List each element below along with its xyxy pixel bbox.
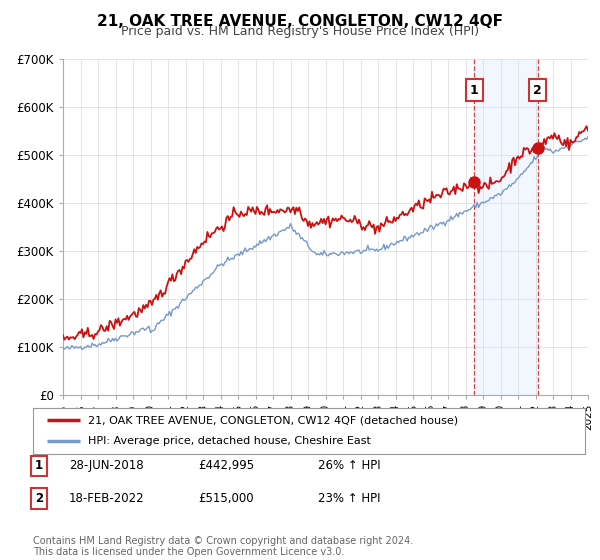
Text: 23% ↑ HPI: 23% ↑ HPI	[318, 492, 380, 505]
Text: 1: 1	[35, 459, 43, 473]
Text: 21, OAK TREE AVENUE, CONGLETON, CW12 4QF (detached house): 21, OAK TREE AVENUE, CONGLETON, CW12 4QF…	[88, 415, 458, 425]
Text: 1: 1	[470, 83, 479, 96]
Text: £442,995: £442,995	[198, 459, 254, 473]
Text: 18-FEB-2022: 18-FEB-2022	[69, 492, 145, 505]
Text: 28-JUN-2018: 28-JUN-2018	[69, 459, 143, 473]
Text: Contains HM Land Registry data © Crown copyright and database right 2024.
This d: Contains HM Land Registry data © Crown c…	[33, 535, 413, 557]
Text: 2: 2	[533, 83, 542, 96]
Bar	[474, 59, 538, 395]
Text: HPI: Average price, detached house, Cheshire East: HPI: Average price, detached house, Ches…	[88, 436, 371, 446]
Text: Price paid vs. HM Land Registry's House Price Index (HPI): Price paid vs. HM Land Registry's House …	[121, 25, 479, 38]
Text: 26% ↑ HPI: 26% ↑ HPI	[318, 459, 380, 473]
Text: 21, OAK TREE AVENUE, CONGLETON, CW12 4QF: 21, OAK TREE AVENUE, CONGLETON, CW12 4QF	[97, 14, 503, 29]
Text: £515,000: £515,000	[198, 492, 254, 505]
Text: 2: 2	[35, 492, 43, 505]
